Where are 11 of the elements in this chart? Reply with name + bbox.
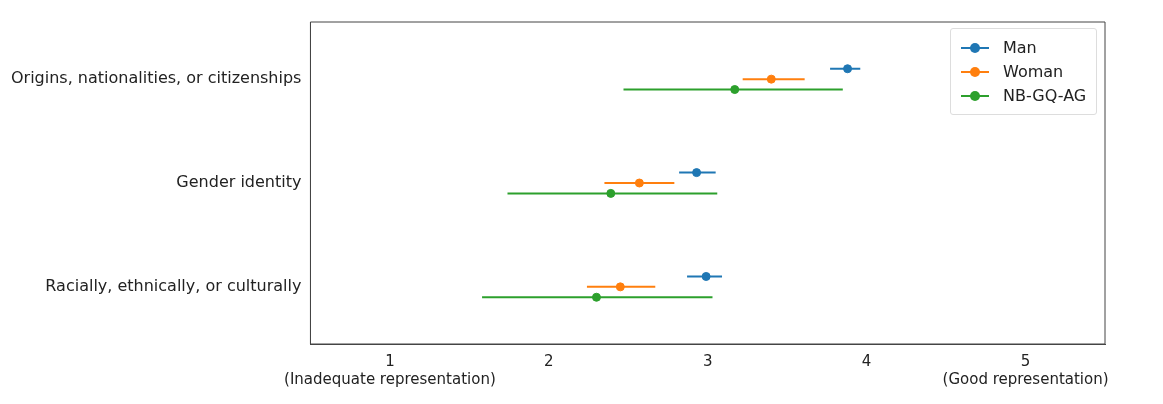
legend-label: NB-GQ-AG <box>1003 86 1087 105</box>
x-tick-label: 4 <box>861 351 872 370</box>
legend-label: Man <box>1003 38 1037 57</box>
y-tick-label: Origins, nationalities, or citizenships <box>11 68 302 88</box>
x-tick-label: 3 <box>702 351 713 370</box>
y-tick-label: Gender identity <box>176 172 302 192</box>
x-tick-label: 1 (Inadequate representation) <box>284 351 496 388</box>
x-tick-label: 2 <box>544 351 554 370</box>
y-tick-label: Racially, ethnically, or culturally <box>45 276 302 296</box>
legend-label: Woman <box>1003 62 1064 81</box>
x-tick-label: 5 (Good representation) <box>942 351 1109 388</box>
